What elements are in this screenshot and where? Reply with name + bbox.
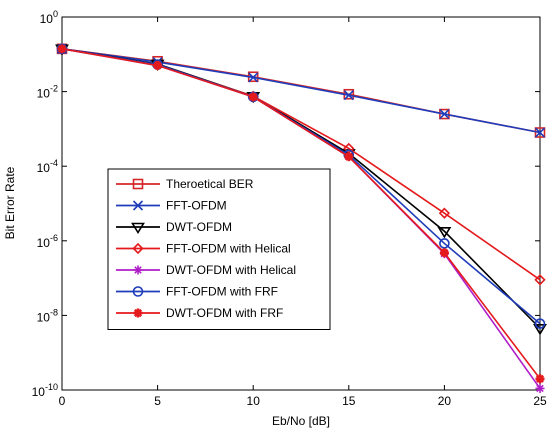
data-point [248, 92, 258, 102]
data-point [534, 127, 546, 138]
y-tick-label: 10-6 [37, 233, 58, 250]
x-tick-label: 25 [533, 394, 547, 408]
data-point [439, 238, 450, 249]
legend-marker [133, 265, 143, 275]
legend-label: FFT-OFDM with FRF [166, 285, 278, 299]
legend-label: DWT-OFDM with Helical [166, 263, 296, 277]
series-layer [55, 43, 547, 393]
legend-marker [132, 286, 144, 297]
legend-entry: FFT-OFDM with Helical [116, 242, 291, 256]
y-tick-labels: 100 10-2 10-4 10-6 10-8 10-10 [32, 9, 58, 399]
legend-label: FFT-OFDM with Helical [166, 242, 291, 256]
x-tick-label: 0 [59, 394, 66, 408]
legend-label: DWT-OFDM [166, 220, 232, 234]
data-point [438, 207, 451, 219]
x-tick-label: 20 [438, 394, 452, 408]
data-point [153, 61, 163, 71]
legend-entry: Theroetical BER [116, 177, 254, 191]
legend-entry: DWT-OFDM [116, 220, 232, 235]
legend-label: FFT-OFDM [166, 199, 227, 213]
y-tick-label: 10-4 [37, 158, 58, 175]
data-point [535, 374, 545, 384]
x-tick-label: 5 [154, 394, 161, 408]
series-line [61, 48, 541, 134]
data-point [534, 274, 546, 286]
legend-marker [132, 178, 144, 190]
data-point [439, 248, 449, 258]
x-tick-label: 10 [247, 394, 261, 408]
y-tick-label: 10-10 [32, 382, 58, 399]
data-point [437, 226, 452, 239]
legend: Theroetical BER FFT-OFDM DWT-OFDM FFT-OFDM … [107, 168, 331, 330]
y-tick-label: 100 [40, 9, 58, 26]
series-6 [57, 44, 545, 384]
legend-label: Theroetical BER [166, 177, 254, 191]
data-point [439, 108, 450, 120]
x-axis-label: Eb/No [dB] [272, 414, 330, 428]
axis-ticks [61, 16, 541, 391]
series-line [61, 48, 541, 380]
data-point [344, 152, 354, 162]
data-point [248, 72, 259, 83]
legend-entry: DWT-OFDM with Helical [116, 263, 296, 277]
legend-marker [133, 308, 143, 318]
data-point [533, 324, 547, 336]
legend-label: DWT-OFDM with FRF [166, 306, 283, 320]
legend-marker [132, 200, 144, 211]
x-tick-label: 15 [342, 394, 356, 408]
data-point [535, 383, 545, 393]
data-point [534, 318, 546, 329]
legend-entry: DWT-OFDM with FRF [116, 306, 283, 320]
legend-marker [132, 242, 144, 255]
legend-entry: FFT-OFDM with FRF [116, 285, 278, 299]
data-point [534, 127, 546, 138]
data-point [439, 108, 450, 120]
y-tick-label: 10-2 [37, 84, 58, 101]
legend-marker [131, 222, 145, 235]
y-axis-label: Bit Error Rate [3, 166, 17, 239]
x-tick-labels: 0 5 10 15 20 25 [59, 394, 547, 408]
y-tick-label: 10-8 [37, 307, 58, 324]
legend-entry: FFT-OFDM [116, 199, 227, 213]
data-point [343, 90, 354, 101]
data-point [57, 44, 67, 54]
